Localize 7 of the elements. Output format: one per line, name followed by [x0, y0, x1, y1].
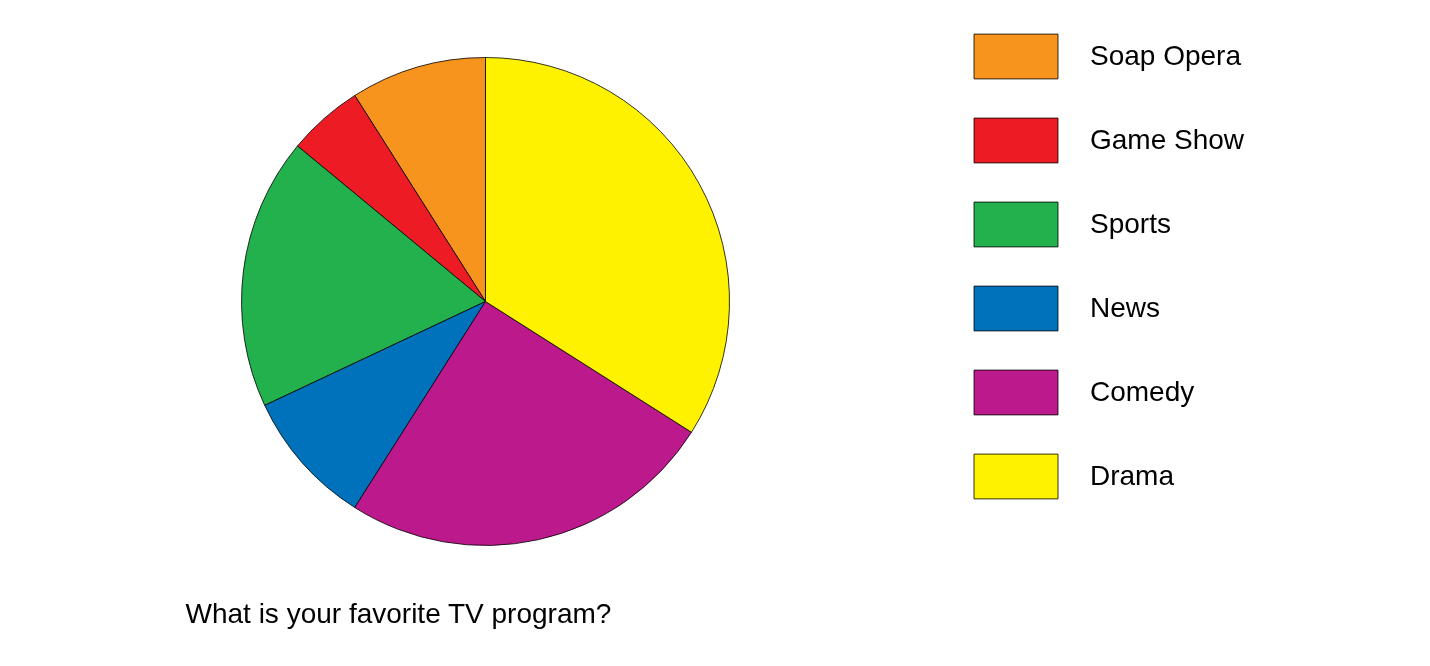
legend-label: Game Show [1090, 124, 1245, 156]
legend-label: Soap Opera [1090, 40, 1241, 72]
legend-label: Sports [1090, 208, 1171, 240]
legend-label: Comedy [1090, 376, 1195, 408]
legend-label: Drama [1090, 460, 1175, 492]
legend-label: News [1090, 292, 1161, 324]
text: What is your favorite TV program? [185, 597, 612, 629]
